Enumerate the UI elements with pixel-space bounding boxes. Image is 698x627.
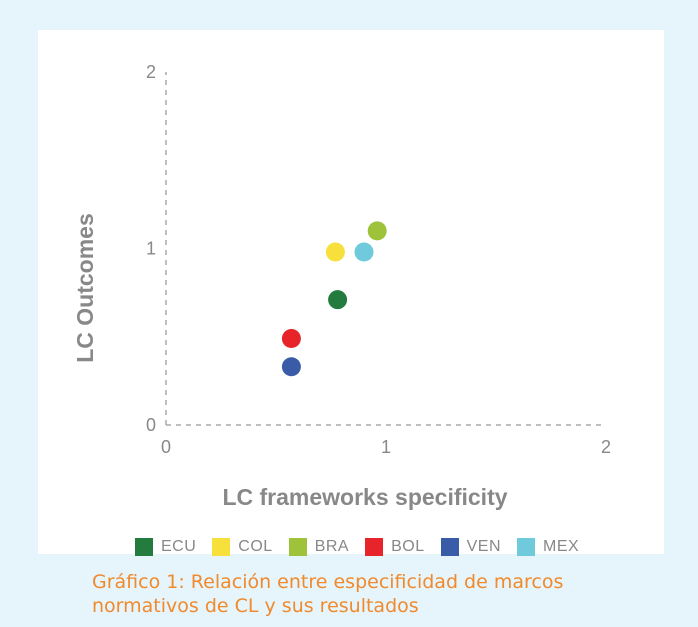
legend-swatch (212, 538, 231, 556)
legend-swatch (288, 538, 307, 556)
x-axis-label: LC frameworks specificity (222, 484, 507, 510)
legend-label: ECU (161, 538, 197, 555)
legend-label: MEX (543, 538, 580, 555)
caption-line-1: Gráfico 1: Relación entre especificidad … (92, 571, 564, 593)
data-point-bra (367, 221, 387, 241)
x-tick-label: 1 (381, 437, 391, 457)
scatter-chart: 0 1 2 0 1 2 LC frameworks specificity LC Outc… (72, 62, 611, 510)
caption-line-2: normativos de CL y sus resultados (92, 595, 419, 617)
legend-item-ven: VEN (440, 538, 502, 556)
chart-panel: 0 1 2 0 1 2 LC frameworks specificity LC Outc… (38, 30, 664, 556)
y-tick-label: 2 (146, 62, 156, 82)
y-tick-label: 1 (146, 239, 156, 259)
legend-item-bra: BRA (288, 538, 350, 556)
data-point-col (325, 242, 345, 262)
figure-caption: Gráfico 1: Relación entre especificidad … (92, 570, 672, 618)
legend-swatch (365, 538, 384, 556)
legend-swatch (517, 538, 536, 556)
legend-label: VEN (466, 538, 502, 555)
data-point-bol (281, 329, 301, 349)
data-points (281, 221, 387, 377)
legend-swatch (135, 538, 153, 556)
legend-item-col: COL (212, 538, 272, 556)
y-axis-label: LC Outcomes (72, 213, 98, 363)
legend-item-mex: MEX (517, 538, 579, 556)
legend: ECU COL BRA BOL VEN MEX (135, 534, 595, 560)
legend-label: BOL (391, 538, 425, 555)
axes (165, 72, 606, 426)
legend-item-bol: BOL (365, 538, 425, 556)
legend-label: BRA (314, 538, 350, 555)
tick-labels: 0 1 2 0 1 2 (146, 62, 611, 457)
y-tick-label: 0 (146, 415, 156, 435)
data-point-ecu (328, 290, 348, 310)
x-tick-label: 2 (601, 437, 611, 457)
data-point-mex (354, 242, 374, 262)
x-tick-label: 0 (161, 437, 171, 457)
data-point-ven (281, 357, 301, 377)
legend-label: COL (238, 538, 273, 555)
legend-swatch (440, 538, 459, 556)
legend-item-ecu: ECU (135, 538, 196, 556)
